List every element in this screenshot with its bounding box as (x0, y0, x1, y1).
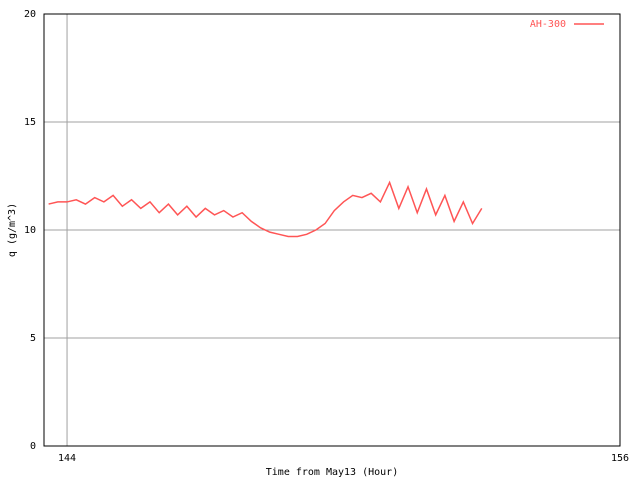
legend-label: AH-300 (530, 19, 566, 30)
y-tick-label: 20 (24, 9, 36, 20)
y-tick-label: 0 (30, 441, 36, 452)
x-tick-label: 156 (611, 453, 629, 464)
plot-frame (43, 13, 621, 447)
y-tick-label: 10 (24, 225, 36, 236)
y-axis-label: q (g/m^3) (7, 203, 18, 257)
x-axis-label: Time from May13 (Hour) (266, 467, 398, 478)
y-tick-label: 5 (30, 333, 36, 344)
y-tick-label: 15 (24, 117, 36, 128)
x-tick-label: 144 (58, 453, 76, 464)
data-line (48, 180, 483, 238)
